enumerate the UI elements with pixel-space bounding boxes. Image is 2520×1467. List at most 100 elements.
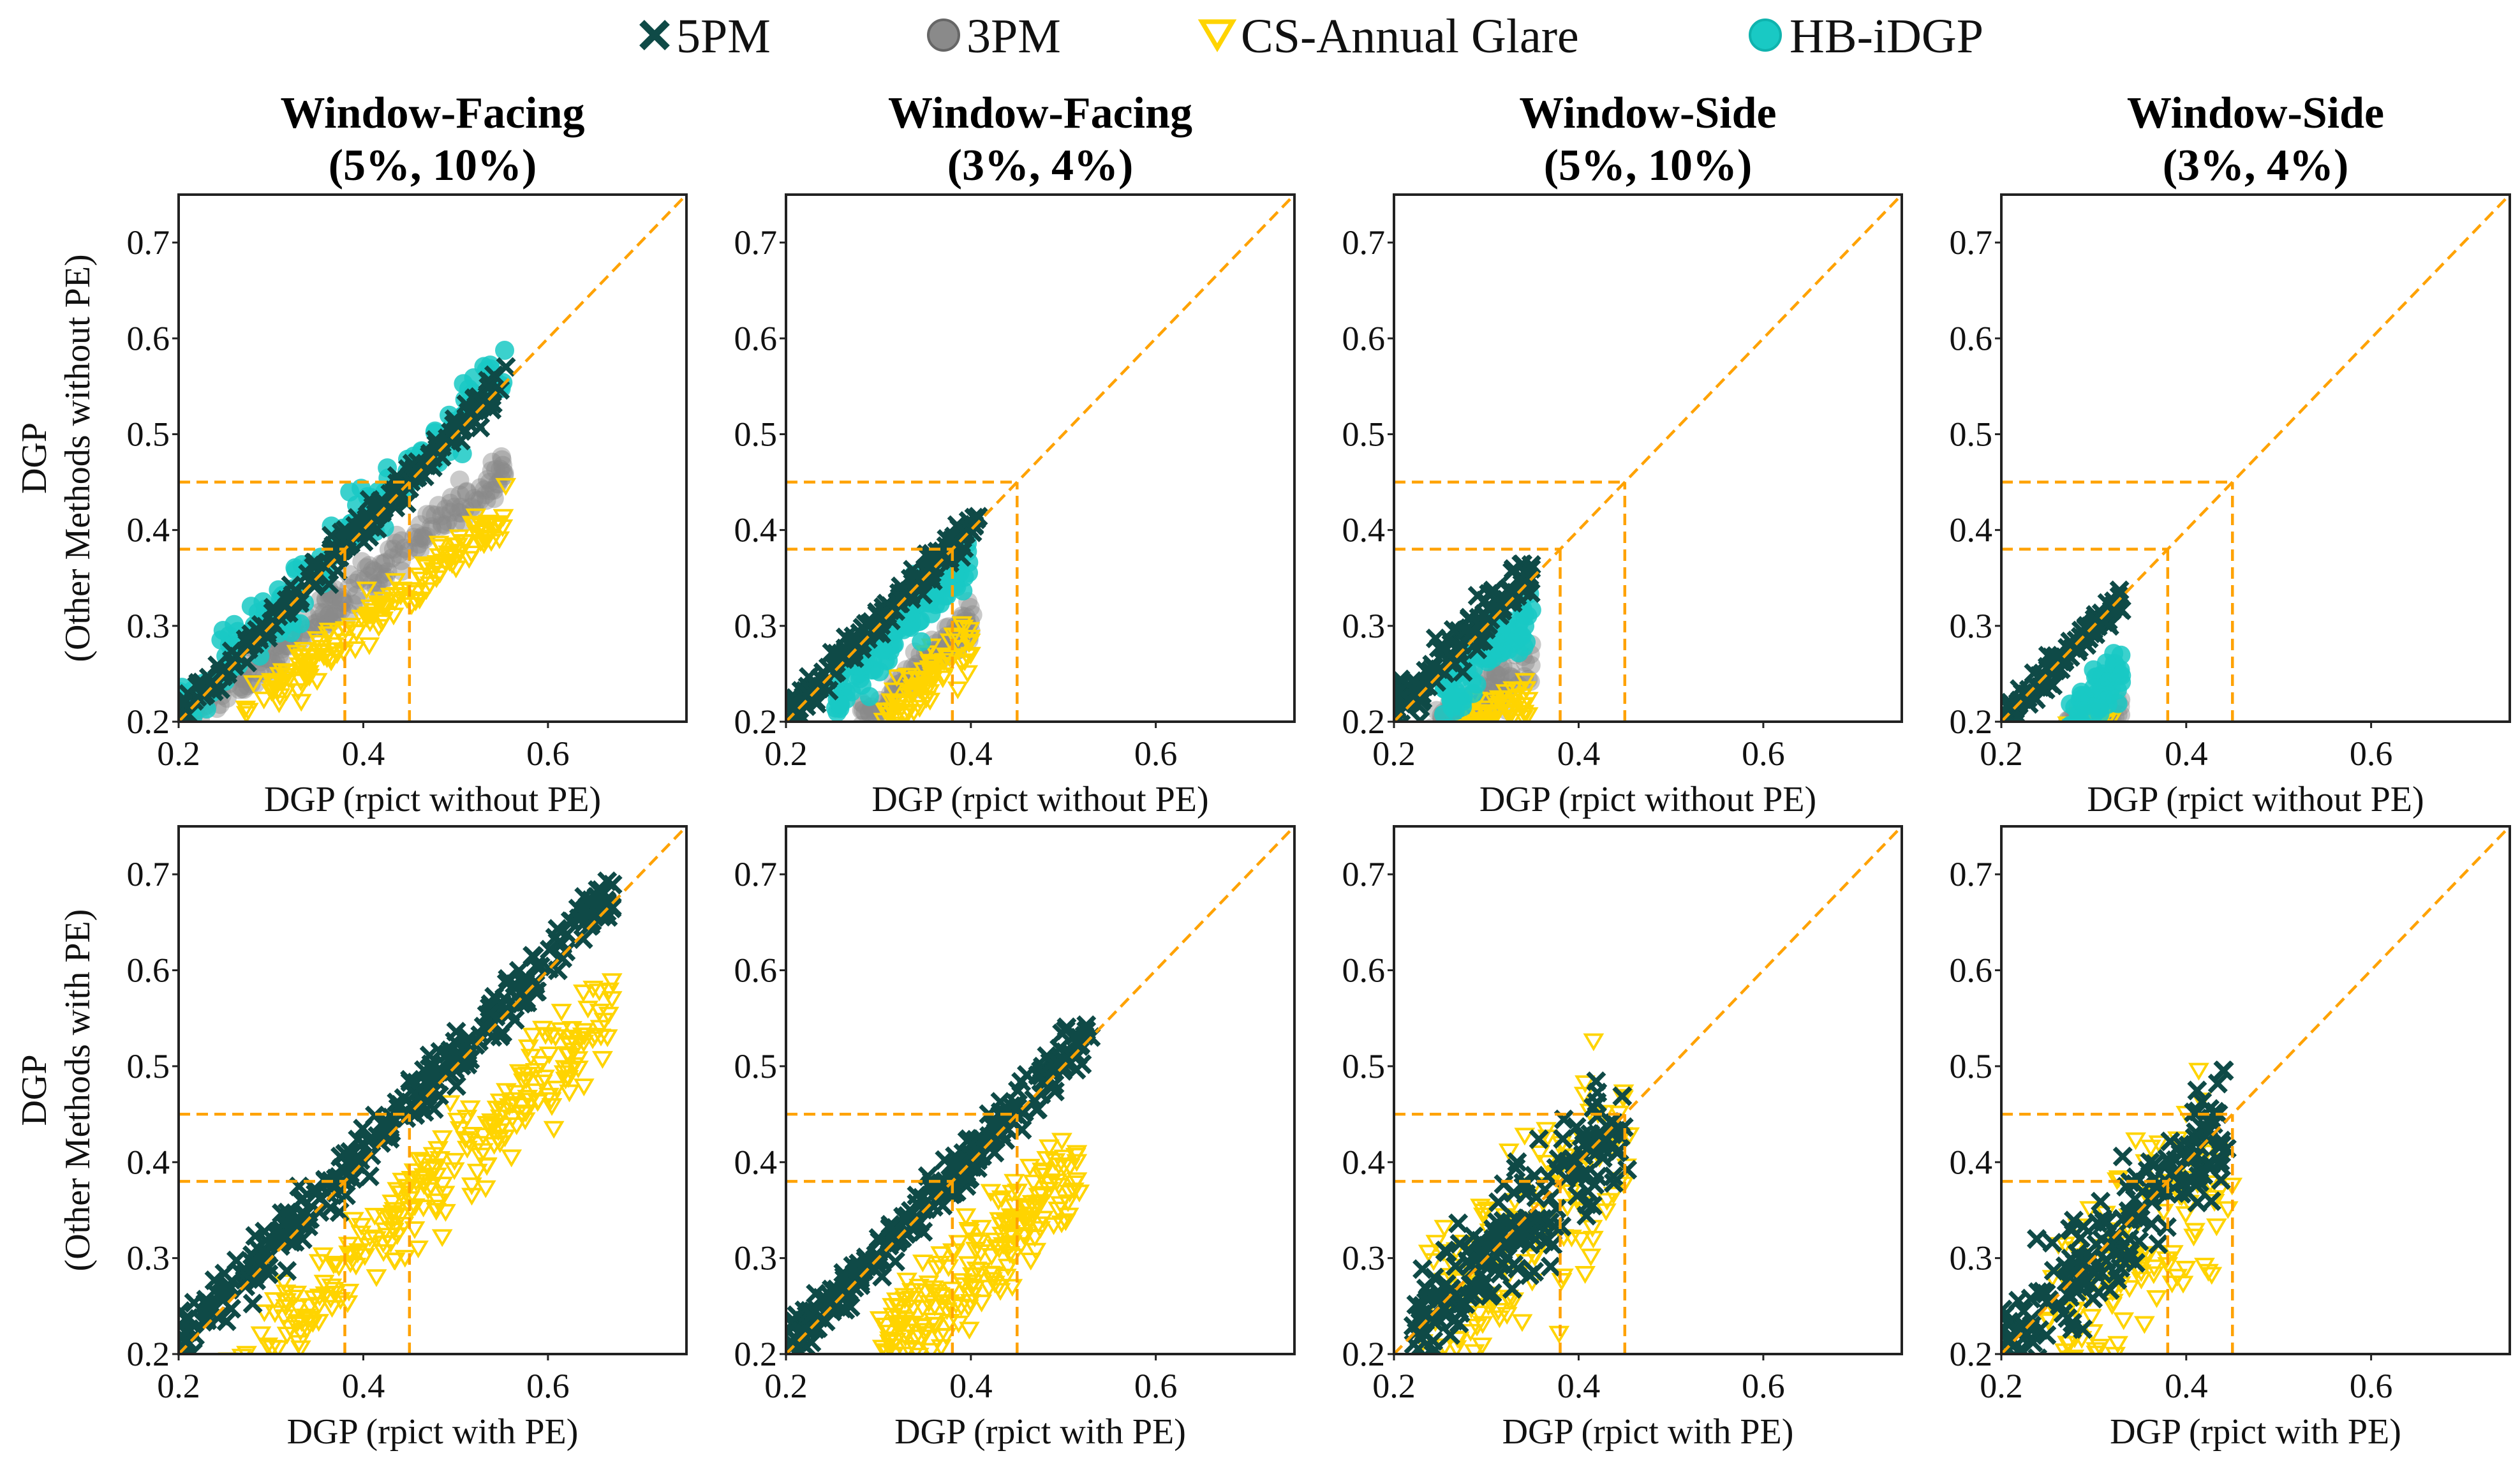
data-point <box>789 704 810 722</box>
data-point <box>2201 1267 2223 1285</box>
data-point <box>601 973 623 992</box>
data-point <box>461 1188 482 1206</box>
data-point <box>1422 1397 1439 1411</box>
data-point <box>263 683 285 701</box>
data-point <box>1455 740 1472 754</box>
data-point <box>260 673 282 691</box>
data-point <box>1019 1213 1041 1231</box>
x-tick-label: 0.2 <box>1980 734 2023 773</box>
data-point <box>2086 1342 2107 1354</box>
data-point <box>2119 1280 2140 1299</box>
data-point <box>2201 1191 2221 1211</box>
data-point <box>940 537 961 557</box>
legend-marker-triangle <box>1197 19 1237 52</box>
y-tick-label: 0.4 <box>734 1143 778 1181</box>
data-point <box>543 1121 565 1139</box>
data-point <box>2001 1330 2016 1350</box>
data-point <box>1471 727 1488 741</box>
data-point <box>2060 1350 2082 1354</box>
data-point <box>567 1051 589 1069</box>
data-point <box>874 607 894 627</box>
y-tick-label: 0.2 <box>1342 1335 1386 1373</box>
data-point <box>2060 733 2079 752</box>
data-point <box>457 1140 478 1159</box>
data-point <box>511 994 531 1014</box>
data-point <box>505 974 525 994</box>
data-point <box>465 517 487 535</box>
data-point <box>1436 1274 1456 1295</box>
data-point <box>2148 1135 2170 1154</box>
plot-area <box>786 1015 1101 1354</box>
data-point <box>1448 1213 1469 1233</box>
data-point <box>983 1266 1005 1285</box>
x-tick-label: 0.4 <box>949 734 993 773</box>
data-point <box>1411 691 1431 711</box>
data-point <box>2087 1212 2108 1233</box>
data-point <box>413 1096 433 1116</box>
data-point <box>2103 597 2124 618</box>
y-tick-label: 0.2 <box>127 1335 170 1373</box>
data-point <box>2207 1073 2228 1094</box>
data-point <box>447 1112 468 1131</box>
data-point <box>2059 1389 2075 1403</box>
data-point <box>450 470 470 490</box>
data-point <box>481 1113 502 1131</box>
data-point <box>445 560 467 579</box>
data-point <box>292 1229 313 1249</box>
data-point <box>252 1359 269 1373</box>
data-point <box>349 570 369 590</box>
data-point <box>306 631 328 650</box>
data-point <box>269 645 289 665</box>
data-point <box>422 505 441 525</box>
panel-4: 0.2 0.3 0.4 0.5 0.6 0.7 0.2 0.4 0.6 DGP (rpict wi… <box>1950 89 2511 819</box>
data-point <box>218 1352 239 1354</box>
data-point <box>306 673 328 691</box>
data-point <box>2061 717 2078 722</box>
data-point <box>2111 645 2131 665</box>
identity-line <box>785 193 1296 723</box>
data-point <box>2146 1290 2167 1308</box>
data-point <box>901 1283 923 1301</box>
data-point <box>1485 1221 1505 1242</box>
data-point <box>290 694 312 712</box>
data-point <box>1064 1175 1085 1193</box>
data-point <box>323 1256 345 1275</box>
data-point <box>1031 1167 1053 1186</box>
data-point <box>440 493 460 513</box>
data-point <box>179 1319 200 1339</box>
y-tick-label: 0.4 <box>1950 511 1993 549</box>
series-5pm <box>786 1015 1101 1354</box>
data-point <box>328 602 348 622</box>
data-point <box>1497 700 1518 718</box>
x-tick-label: 0.6 <box>1134 734 1178 773</box>
data-point <box>465 508 487 526</box>
data-point <box>1496 704 1518 722</box>
data-point <box>1032 1162 1053 1180</box>
y-tick-label: 0.4 <box>734 511 778 549</box>
y-tick-label: 0.5 <box>1342 415 1386 453</box>
x-axis-label: DGP (rpict with PE) <box>287 1412 579 1452</box>
data-point <box>327 599 346 619</box>
x-tick-label: 0.4 <box>2165 1367 2208 1405</box>
data-point <box>875 731 891 745</box>
x-tick-label: 0.4 <box>1557 734 1601 773</box>
series-5pm <box>1394 554 1541 722</box>
data-point <box>291 1190 311 1210</box>
data-point <box>2131 1271 2152 1290</box>
data-point <box>2061 1365 2078 1379</box>
data-point <box>589 1003 611 1022</box>
data-point <box>1494 1237 1515 1257</box>
data-point <box>384 1253 406 1271</box>
plot-area <box>786 507 988 745</box>
plot-frame <box>177 825 688 1355</box>
data-point <box>986 1122 1006 1142</box>
data-point <box>1592 1124 1612 1144</box>
data-point <box>1066 1145 1088 1163</box>
data-point <box>345 641 366 659</box>
legend-item-5pm: 5PM <box>639 10 771 63</box>
data-point <box>1537 1129 1559 1148</box>
data-point <box>1521 655 1541 675</box>
data-point <box>1553 1129 1573 1149</box>
data-point <box>272 1359 288 1373</box>
data-point <box>2070 1228 2091 1248</box>
